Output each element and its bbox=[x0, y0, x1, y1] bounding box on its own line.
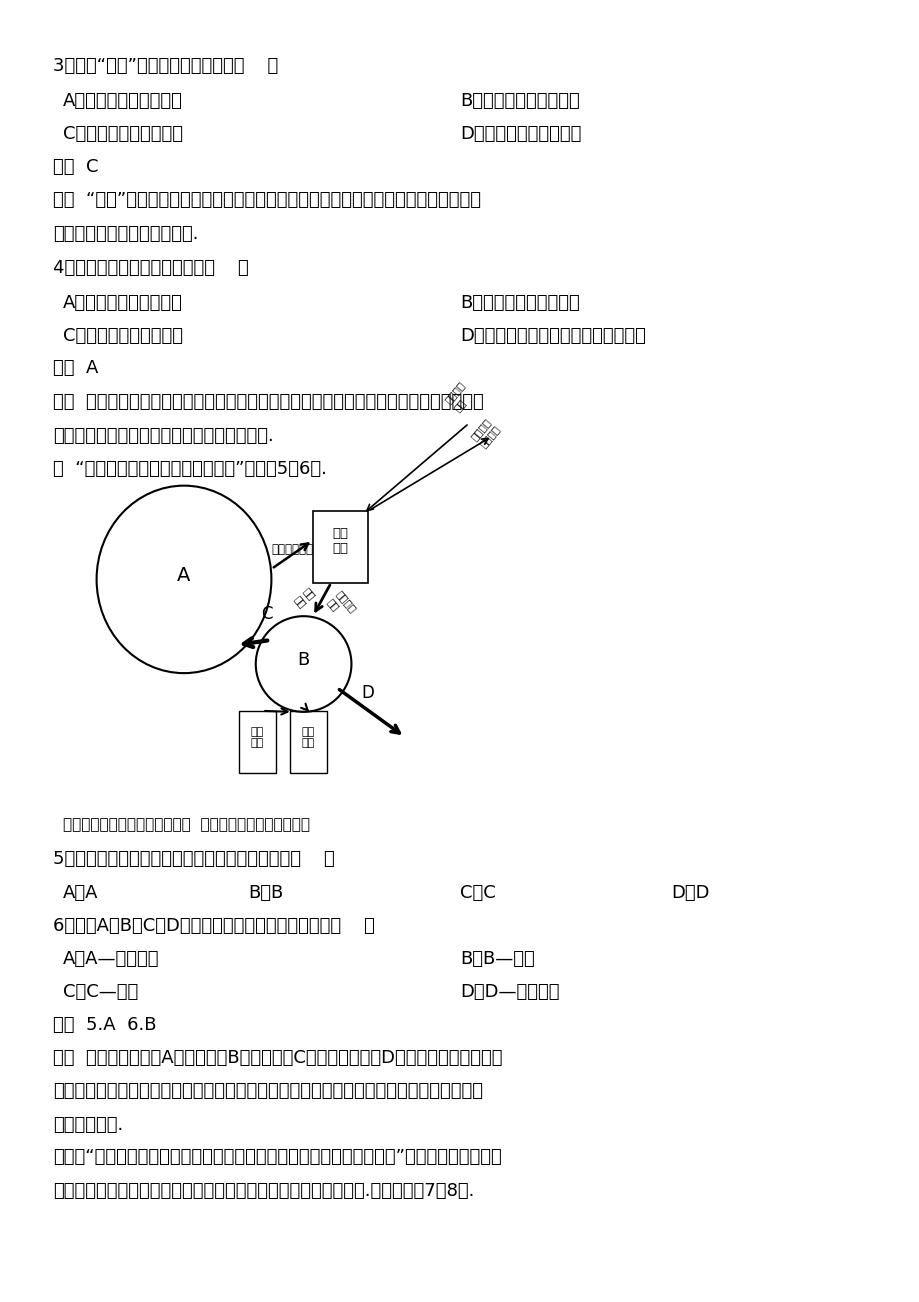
Text: C．吸烟滞尘、降低噪声: C．吸烟滞尘、降低噪声 bbox=[62, 327, 182, 345]
Text: D: D bbox=[361, 684, 374, 702]
Text: C．C: C．C bbox=[460, 884, 495, 902]
Text: A．净化空气、吸烟除尘: A．净化空气、吸烟除尘 bbox=[62, 92, 182, 111]
Text: 答案  A: 答案 A bbox=[53, 359, 98, 378]
Text: 4．长江中上游防护林的作用是（    ）: 4．长江中上游防护林的作用是（ ） bbox=[53, 259, 249, 277]
Text: 读  “雨林生态系统的养分循环示意图”，回答5～6题.: 读 “雨林生态系统的养分循环示意图”，回答5～6题. bbox=[53, 460, 327, 478]
Text: B．B—土壤: B．B—土壤 bbox=[460, 950, 534, 969]
Text: （圆圈大小反映养分储量的多少  箭头粗细表示流量的大小）: （圆圈大小反映养分储量的多少 箭头粗细表示流量的大小） bbox=[62, 818, 309, 833]
Text: C: C bbox=[261, 605, 272, 624]
Text: C．防风固沙、保护农田: C．防风固沙、保护农田 bbox=[62, 125, 182, 143]
Text: 养分脱离植物: 养分脱离植物 bbox=[271, 543, 312, 556]
Text: A．A—枯枝落叶: A．A—枯枝落叶 bbox=[62, 950, 159, 969]
Text: D．提供动物栖息地、保护生物多样性: D．提供动物栖息地、保护生物多样性 bbox=[460, 327, 645, 345]
Text: 解析  “三北”防护林建在我国东北、西北、华北风沙危害、水土流失严重地区，因此其主: 解析 “三北”防护林建在我国东北、西北、华北风沙危害、水土流失严重地区，因此其主 bbox=[53, 191, 481, 210]
Text: 下图是“低、中、高三个不同纬度的自然带（生态系统）物质流动示意图”（图中圆圈的大小表: 下图是“低、中、高三个不同纬度的自然带（生态系统）物质流动示意图”（图中圆圈的大… bbox=[53, 1148, 502, 1167]
Text: 要作用是防风固沙、保护农田.: 要作用是防风固沙、保护农田. bbox=[53, 225, 199, 243]
Text: 供给
养分: 供给 养分 bbox=[292, 586, 317, 609]
Text: 解析  近年来长江中上游水土流失严重，影响中下游河道、湖泊对水量的调节，建设长江中: 解析 近年来长江中上游水土流失严重，影响中下游河道、湖泊对水量的调节，建设长江中 bbox=[53, 393, 483, 411]
Text: D．D—供给养分: D．D—供给养分 bbox=[460, 983, 559, 1001]
Text: A: A bbox=[177, 566, 190, 586]
Text: 的部位是生物.: 的部位是生物. bbox=[53, 1116, 123, 1134]
Text: A．涵养水源、保持水土: A．涵养水源、保持水土 bbox=[62, 294, 182, 312]
Text: B．美化环境、调节气候: B．美化环境、调节气候 bbox=[460, 294, 579, 312]
Text: A．A: A．A bbox=[62, 884, 98, 902]
Text: 同时圆圈大小反映养分储量的多少，箭头粗细表示物流量大小，由图可知雨林系统中最关键: 同时圆圈大小反映养分储量的多少，箭头粗细表示物流量大小，由图可知雨林系统中最关键 bbox=[53, 1082, 482, 1100]
Text: 淋溶作用
带走养分: 淋溶作用 带走养分 bbox=[469, 417, 501, 449]
Text: 来自大气
降水: 来自大气 降水 bbox=[443, 380, 475, 413]
Text: B: B bbox=[297, 651, 310, 669]
Text: 3．我国“三北”防护林的作用主要是（    ）: 3．我国“三北”防护林的作用主要是（ ） bbox=[53, 57, 278, 76]
Text: 岩石
风化: 岩石 风化 bbox=[251, 727, 264, 749]
Text: 上游防护林的主要作用是涵养水源，保持水土.: 上游防护林的主要作用是涵养水源，保持水土. bbox=[53, 427, 274, 445]
Text: 5．雨林系统中最主要也是最关键的部位是图中的（    ）: 5．雨林系统中最主要也是最关键的部位是图中的（ ） bbox=[53, 850, 335, 868]
Text: B．美化环境、调节气候: B．美化环境、调节气候 bbox=[460, 92, 579, 111]
Text: D．D: D．D bbox=[671, 884, 709, 902]
Text: C．C—生物: C．C—生物 bbox=[62, 983, 138, 1001]
Text: 解析  读图可知，图中A表示生物，B表示土壤，C表示供给养分，D表示淋溶作用流失养分: 解析 读图可知，图中A表示生物，B表示土壤，C表示供给养分，D表示淋溶作用流失养… bbox=[53, 1049, 503, 1068]
Text: 示所储存养分百分比的多少，箭头的粗细表示物质养分流的大小）.读图，回答7～8题.: 示所储存养分百分比的多少，箭头的粗细表示物质养分流的大小）.读图，回答7～8题. bbox=[53, 1182, 474, 1200]
Text: 6．图中A、B、C、D表示的地理事物，对应正确的是（    ）: 6．图中A、B、C、D表示的地理事物，对应正确的是（ ） bbox=[53, 917, 375, 935]
Text: 答案  5.A  6.B: 答案 5.A 6.B bbox=[53, 1016, 157, 1034]
Text: 分解释放
养分: 分解释放 养分 bbox=[325, 589, 357, 622]
Text: D．提供木材、供应林产: D．提供木材、供应林产 bbox=[460, 125, 581, 143]
Text: B．B: B．B bbox=[248, 884, 283, 902]
Text: 答案  C: 答案 C bbox=[53, 158, 98, 176]
Text: 释放
养分: 释放 养分 bbox=[301, 727, 314, 749]
Text: 枯枝
落叶: 枯枝 落叶 bbox=[332, 527, 348, 556]
